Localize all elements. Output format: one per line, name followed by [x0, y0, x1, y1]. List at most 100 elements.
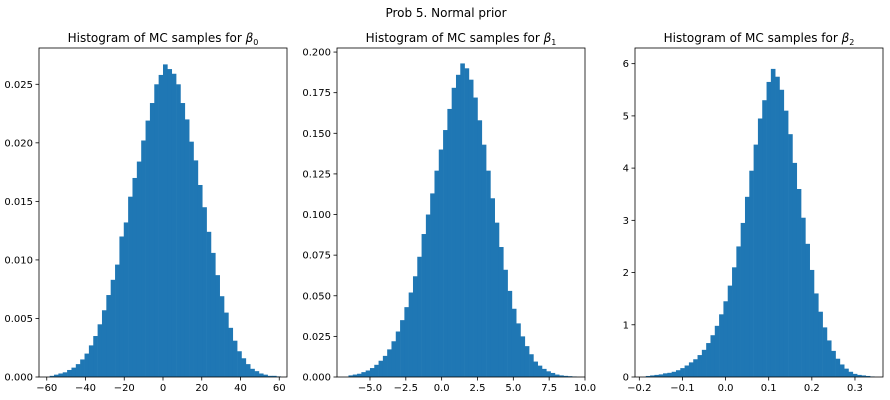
histogram-bar [460, 63, 465, 378]
histogram-bar [524, 346, 530, 377]
histogram-bar [801, 217, 806, 377]
histogram-bar [49, 375, 55, 377]
x-tick-label: −2.5 [394, 383, 418, 394]
histogram-bar [97, 324, 103, 377]
histogram-bar [693, 359, 698, 377]
histogram-bar [145, 120, 151, 377]
histogram-bar [762, 100, 767, 377]
x-tick-label: 7.5 [541, 383, 557, 394]
histogram-bar [658, 374, 664, 377]
histogram-bar [71, 367, 77, 377]
histogram-bar [753, 144, 759, 377]
histogram-bar [537, 365, 543, 377]
y-tick-label: 0.025 [4, 80, 33, 91]
histogram-bar [792, 162, 798, 377]
x-tick-label: −40 [75, 383, 96, 394]
histogram-bar [813, 293, 819, 377]
histogram-bar [559, 375, 564, 377]
histogram-bar [154, 84, 159, 378]
histogram-bar [67, 369, 72, 377]
histogram-bar [723, 301, 729, 377]
histogram-bar [783, 110, 789, 378]
histogram-bar [163, 64, 168, 377]
histogram-bar [507, 290, 513, 377]
histogram-bar [215, 275, 220, 377]
histogram-bar [80, 359, 85, 377]
histogram-bar [852, 373, 858, 377]
histogram-bar [395, 331, 401, 377]
histogram-bar [219, 296, 225, 377]
histogram-bar [206, 231, 212, 377]
histogram-bar [136, 161, 142, 377]
histogram-bar [779, 89, 785, 377]
histogram-bar [357, 373, 362, 377]
histogram-bar [438, 149, 444, 377]
histogram-bar [494, 222, 500, 377]
histogram-bar [744, 196, 750, 377]
histogram-bar [62, 372, 68, 377]
subplot-panels: −60 −40 −20 0 20 40 600.0000.0050.0100.0150.02… [4, 31, 884, 394]
histogram-bar [563, 375, 569, 377]
histogram-bar [567, 376, 573, 377]
histogram-bar [710, 335, 716, 377]
histogram-bar [84, 353, 90, 377]
histogram-bar [766, 81, 772, 377]
y-tick-label: 0.015 [4, 197, 33, 208]
subplot-title: Histogram of MC samples for β1 [366, 31, 557, 47]
subplot-2: −0.2 −0.1 0.0 0.1 0.2 0.3 0 1 2 3 4 5 6 Histogram of … [623, 31, 884, 394]
histogram-bar [749, 170, 754, 377]
subplot-title: Histogram of MC samples for β0 [68, 31, 259, 47]
y-tick-label: 0.005 [4, 314, 33, 325]
histogram-bar [645, 375, 651, 377]
x-tick-label: 0 [160, 383, 166, 394]
x-tick-label: 0.2 [804, 383, 820, 394]
histogram-bar [667, 372, 672, 377]
y-tick-label: 1 [623, 320, 629, 331]
y-tick-label: 0.010 [4, 255, 33, 266]
histogram-bar [757, 118, 763, 377]
axes-frame [634, 47, 884, 378]
y-tick-label: 0.100 [302, 210, 331, 221]
histogram-bar [541, 368, 547, 377]
histogram-bar [503, 269, 508, 377]
y-tick-label: 0 [623, 373, 629, 384]
histogram-bar [516, 323, 521, 377]
histogram-bar [54, 374, 59, 377]
histogram-bar [848, 371, 854, 377]
histogram-bar [451, 87, 457, 378]
y-tick-label: 0.175 [302, 88, 331, 99]
histogram-bar [119, 236, 125, 377]
histogram-bar [245, 364, 251, 377]
histogram-bar [533, 361, 538, 377]
histogram-bar [197, 184, 203, 377]
histogram-bar [365, 370, 371, 377]
histogram-bar [382, 355, 388, 377]
y-tick-label: 0.125 [302, 169, 331, 180]
y-tick-label: 5 [623, 111, 629, 122]
histogram-bar [241, 358, 247, 377]
x-tick-label: −0.1 [670, 383, 694, 394]
histogram-bars [49, 64, 281, 378]
histogram-bar [123, 222, 129, 377]
x-tick-label: 0.1 [761, 383, 777, 394]
histogram-bar [224, 312, 229, 377]
histogram-bar [254, 371, 260, 377]
histogram-bar [412, 276, 418, 377]
histogram-bar [861, 375, 867, 377]
y-tick-label: 0.150 [302, 129, 331, 140]
histogram-bar [481, 144, 487, 377]
histogram-bar [697, 355, 703, 377]
axes-frame [336, 47, 586, 378]
histogram-bar [796, 189, 802, 377]
histogram-bar [184, 119, 190, 378]
histogram-bar [361, 372, 366, 377]
x-tick-label: 40 [234, 383, 247, 394]
histogram-bar [844, 368, 849, 377]
histogram-bar [865, 375, 871, 377]
histogram-bar [675, 370, 681, 377]
histogram-bar [788, 134, 793, 377]
histogram-bar [115, 264, 120, 377]
histogram-bar [263, 374, 268, 377]
histogram-bar [378, 360, 384, 377]
